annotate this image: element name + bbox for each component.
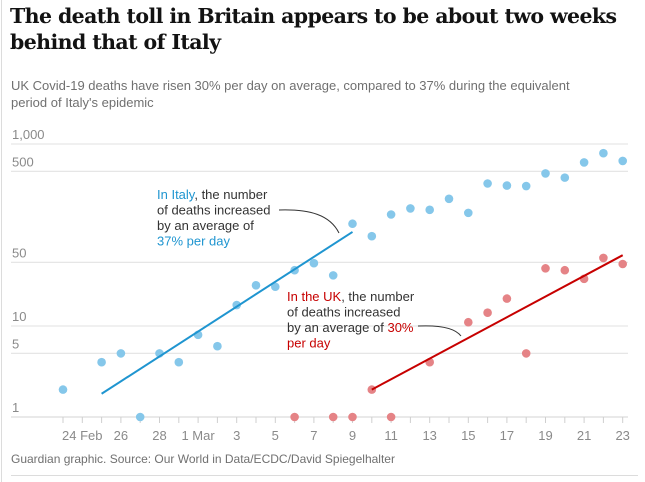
uk-data-point — [599, 253, 608, 263]
chart-subtitle: UK Covid-19 deaths have risen 30% per da… — [11, 78, 570, 110]
annotation-line: of deaths increased — [157, 203, 270, 218]
italy-annotation-connector — [278, 209, 340, 234]
italy-data-point — [116, 349, 126, 358]
italy-data-point — [483, 179, 492, 188]
x-tick-label: 1 Mar — [181, 428, 215, 443]
italy-data-point — [348, 219, 357, 229]
italy-data-point — [328, 271, 338, 280]
uk-data-point — [464, 317, 473, 327]
italy-data-point — [502, 181, 512, 190]
x-axis: 24 Feb 26 28 1 Mar 3 5 7 9 11 13 15 17 19 21 23 — [62, 417, 630, 443]
uk-trend-line — [371, 254, 624, 391]
x-tick-label: 26 — [114, 428, 128, 443]
italy-data-point — [541, 169, 550, 178]
italy-data-point — [579, 158, 589, 167]
annotation-line: of deaths increased — [287, 305, 400, 320]
x-tick-label: 24 Feb — [62, 428, 102, 443]
y-tick-label: 5 — [12, 336, 19, 351]
x-tick-label: 5 — [272, 428, 279, 443]
italy-trend-line — [101, 231, 354, 395]
annotation-text: 30% — [387, 320, 413, 335]
italy-data-point — [135, 412, 145, 422]
italy-data-point — [560, 173, 570, 182]
italy-data-point — [444, 194, 454, 204]
annotation-text: per day — [287, 336, 331, 351]
x-tick-label: 7 — [310, 428, 317, 443]
italy-data-point — [425, 205, 435, 215]
italy-data-point — [386, 210, 396, 219]
source-footer: Guardian graphic. Source: Our World in D… — [11, 452, 395, 466]
annotation-text: of deaths increased — [157, 203, 270, 218]
uk-data-point — [348, 412, 357, 422]
y-tick-label: 10 — [12, 309, 26, 324]
annotation-text: 37% per day — [157, 234, 230, 249]
uk-data-point — [386, 412, 396, 422]
annotation-text: by an average of — [287, 320, 387, 335]
x-tick-label: 19 — [538, 428, 552, 443]
y-axis-labels: 1 5 10 50 500 1,000 — [12, 127, 45, 415]
x-tick-label: 9 — [349, 428, 356, 443]
series — [58, 148, 627, 422]
uk-data-point — [328, 412, 338, 422]
italy-data-point — [251, 281, 261, 290]
uk-data-point — [290, 412, 299, 422]
italy-data-point — [271, 282, 280, 292]
uk-annotation-connector — [417, 325, 462, 337]
left-border — [1, 0, 2, 482]
italy-data-point — [309, 258, 319, 268]
y-tick-label: 50 — [12, 245, 26, 260]
annotation-text: In Italy — [157, 187, 196, 202]
annotation-line: 37% per day — [157, 234, 230, 249]
footer-divider — [11, 475, 638, 476]
annotation-line: In the UK, the number — [287, 289, 415, 304]
annotation-connectors — [278, 209, 462, 337]
italy-data-point — [599, 148, 608, 158]
italy-trend-segment — [101, 231, 354, 395]
x-tick-label: 17 — [500, 428, 514, 443]
annotation-line: by an average of 30% — [287, 320, 414, 335]
annotation-line: per day — [287, 336, 331, 351]
annotation-text: of deaths increased — [287, 305, 400, 320]
italy-data-point — [58, 385, 68, 394]
chart-title: The death toll in Britain appears to be … — [10, 4, 617, 54]
uk-data-point — [521, 349, 531, 358]
uk-data-point — [560, 265, 570, 275]
x-tick-label: 15 — [461, 428, 475, 443]
uk-points — [290, 253, 627, 422]
uk-trend-segment — [371, 254, 624, 391]
italy-data-point — [213, 341, 222, 351]
x-tick-label: 28 — [152, 428, 166, 443]
annotation-line: by an average of — [157, 218, 254, 233]
x-tick-label: 21 — [577, 428, 591, 443]
annotation-text: , the number — [194, 187, 268, 202]
y-tick-label: 1,000 — [12, 127, 45, 142]
italy-data-point — [97, 357, 106, 367]
italy-data-point — [618, 156, 627, 166]
uk-data-point — [483, 308, 492, 318]
uk-data-point — [541, 264, 550, 273]
x-tick-label: 3 — [233, 428, 240, 443]
y-gridlines — [11, 143, 628, 418]
italy-data-point — [521, 181, 531, 191]
italy-data-point — [406, 204, 415, 213]
annotation-text: by an average of — [157, 218, 254, 233]
uk-data-point — [618, 259, 627, 269]
y-tick-label: 1 — [12, 400, 19, 415]
annotation-text: In the UK — [287, 289, 342, 304]
x-tick-label: 13 — [422, 428, 436, 443]
italy-data-point — [464, 208, 473, 218]
italy-data-point — [174, 357, 184, 367]
annotation-line: In Italy, the number — [157, 187, 268, 202]
x-tick-label: 11 — [384, 428, 398, 443]
italy-data-point — [367, 231, 377, 241]
x-tick-label: 23 — [615, 428, 629, 443]
y-tick-label: 500 — [12, 154, 34, 169]
italy-points — [58, 148, 627, 422]
annotation-text: , the number — [341, 289, 415, 304]
uk-data-point — [502, 294, 512, 303]
